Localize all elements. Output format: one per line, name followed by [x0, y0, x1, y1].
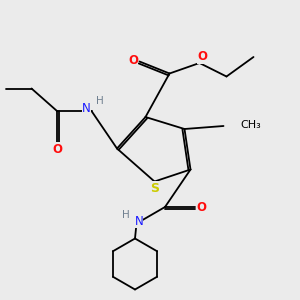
- Text: H: H: [122, 210, 130, 220]
- Text: S: S: [151, 182, 160, 195]
- Text: O: O: [196, 201, 207, 214]
- Text: H: H: [96, 95, 104, 106]
- Text: N: N: [134, 214, 143, 228]
- Text: CH₃: CH₃: [240, 119, 261, 130]
- Text: O: O: [52, 142, 62, 156]
- Text: O: O: [128, 53, 138, 67]
- Text: N: N: [82, 101, 91, 115]
- Text: O: O: [197, 50, 208, 64]
